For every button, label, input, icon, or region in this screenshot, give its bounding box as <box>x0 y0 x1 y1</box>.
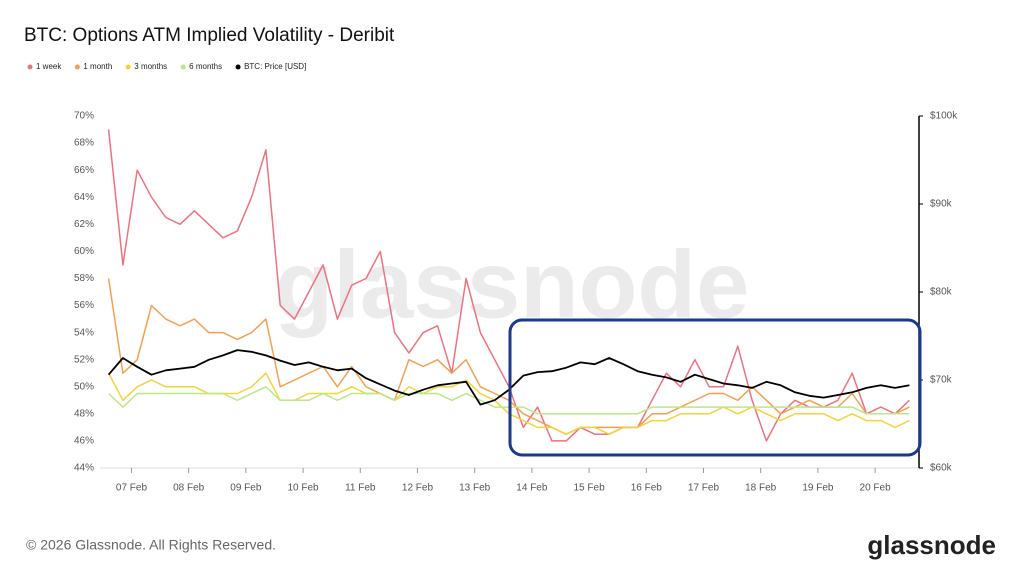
highlight-box <box>508 318 922 457</box>
y-tick-label: 62% <box>74 219 94 230</box>
y-tick-label: 54% <box>74 327 94 338</box>
legend-label: BTC: Price [USD] <box>244 62 306 71</box>
x-tick-label: 18 Feb <box>745 483 777 494</box>
y-tick-label: 66% <box>74 165 94 176</box>
legend-label: 1 month <box>83 62 112 71</box>
y-tick-label: 58% <box>74 273 94 284</box>
x-tick-label: 17 Feb <box>688 483 720 494</box>
y-tick-label: 70% <box>74 111 94 122</box>
y-tick-label: 48% <box>74 408 94 419</box>
y2-tick-label: $90k <box>930 199 953 210</box>
y2-tick-label: $100k <box>930 111 958 122</box>
legend-marker <box>125 64 131 70</box>
y2-tick-label: $80k <box>930 287 953 298</box>
y-tick-label: 68% <box>74 138 94 149</box>
y-tick-label: 46% <box>74 436 94 447</box>
y2-tick-label: $60k <box>930 463 953 474</box>
x-tick-label: 12 Feb <box>402 483 434 494</box>
legend-marker <box>74 64 80 70</box>
legend-marker <box>27 64 33 70</box>
x-tick-label: 10 Feb <box>287 483 319 494</box>
y-tick-label: 60% <box>74 246 94 257</box>
x-tick-label: 08 Feb <box>173 483 205 494</box>
x-tick-label: 14 Feb <box>516 483 548 494</box>
logo: glassnode <box>867 530 996 560</box>
legend-label: 6 months <box>189 62 222 71</box>
legend-marker <box>235 64 241 70</box>
footer: © 2026 Glassnode. All Rights Reserved. <box>26 537 276 553</box>
y-tick-label: 52% <box>74 354 94 365</box>
x-tick-label: 19 Feb <box>802 483 834 494</box>
y-tick-label: 44% <box>74 463 94 474</box>
chart-title: BTC: Options ATM Implied Volatility - De… <box>24 25 395 46</box>
legend-label: 1 week <box>36 62 62 71</box>
y-tick-label: 56% <box>74 300 94 311</box>
x-tick-label: 13 Feb <box>459 483 491 494</box>
legend-label: 3 months <box>134 62 167 71</box>
x-tick-label: 15 Feb <box>574 483 606 494</box>
x-tick-label: 16 Feb <box>631 483 663 494</box>
x-tick-label: 09 Feb <box>230 483 262 494</box>
y-tick-label: 64% <box>74 192 94 203</box>
y2-tick-label: $70k <box>930 375 953 386</box>
x-tick-label: 07 Feb <box>116 483 148 494</box>
y-tick-label: 50% <box>74 381 94 392</box>
x-tick-label: 11 Feb <box>345 483 376 494</box>
legend-marker <box>180 64 186 70</box>
watermark: glassnode <box>275 231 750 338</box>
x-tick-label: 20 Feb <box>860 483 892 494</box>
